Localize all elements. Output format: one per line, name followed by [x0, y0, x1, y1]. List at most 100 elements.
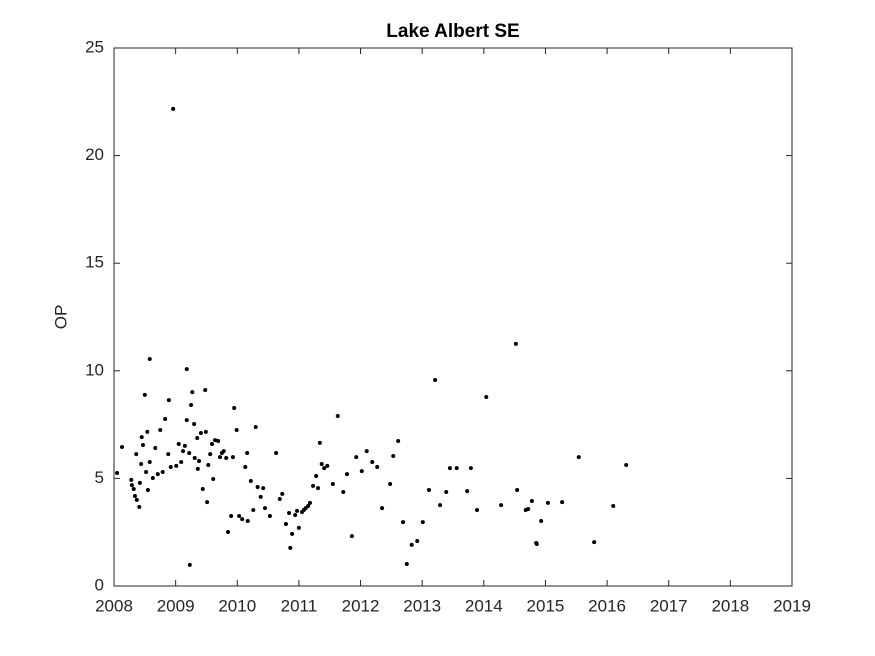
data-point: [335, 413, 340, 418]
plot-area: [113, 47, 793, 587]
data-point: [182, 443, 187, 448]
data-point: [158, 427, 163, 432]
data-point: [306, 503, 311, 508]
data-point: [213, 438, 218, 443]
data-point: [142, 392, 147, 397]
data-point: [160, 469, 165, 474]
data-point: [261, 486, 266, 491]
data-point: [534, 542, 539, 547]
data-point: [258, 494, 263, 499]
data-point: [319, 461, 324, 466]
data-point: [359, 469, 364, 474]
data-point: [120, 444, 125, 449]
data-point: [205, 500, 210, 505]
y-tick-label: 5: [95, 468, 104, 487]
data-point: [529, 498, 534, 503]
data-point: [232, 406, 237, 411]
data-point: [280, 491, 285, 496]
data-point: [330, 481, 335, 486]
data-point: [415, 539, 420, 544]
data-point: [139, 461, 144, 466]
data-point: [184, 418, 189, 423]
data-point: [611, 503, 616, 508]
data-point: [187, 451, 192, 456]
data-point: [592, 540, 597, 545]
data-point: [171, 106, 176, 111]
data-point: [166, 398, 171, 403]
data-point: [316, 486, 321, 491]
data-point: [179, 460, 184, 465]
data-point: [155, 472, 160, 477]
data-point: [153, 446, 158, 451]
data-point: [176, 441, 181, 446]
data-point: [184, 367, 189, 372]
y-axis-label: OP: [51, 305, 70, 330]
data-point: [375, 464, 380, 469]
data-point: [131, 486, 136, 491]
data-point: [248, 478, 253, 483]
data-point: [287, 511, 292, 516]
data-point: [187, 562, 192, 567]
data-point: [195, 466, 200, 471]
data-point: [409, 542, 414, 547]
data-point: [147, 460, 152, 465]
data-point: [115, 471, 120, 476]
data-point: [134, 497, 139, 502]
data-point: [420, 520, 425, 525]
data-point: [234, 427, 239, 432]
data-point: [190, 390, 195, 395]
data-point: [224, 455, 229, 460]
x-tick-label: 2008: [95, 596, 133, 615]
data-point: [277, 497, 282, 502]
data-point: [308, 500, 313, 505]
data-point: [283, 522, 288, 527]
data-point: [230, 455, 235, 460]
data-point: [274, 451, 279, 456]
data-point: [137, 480, 142, 485]
data-point: [139, 435, 144, 440]
data-point: [210, 441, 215, 446]
data-point: [200, 486, 205, 491]
y-tick-label: 10: [85, 360, 104, 379]
data-point: [218, 455, 223, 460]
data-point: [251, 508, 256, 513]
data-point: [168, 464, 173, 469]
data-point: [526, 506, 531, 511]
data-point: [245, 519, 250, 524]
x-tick-label: 2018: [711, 596, 749, 615]
data-point: [454, 466, 459, 471]
data-point: [267, 514, 272, 519]
data-point: [144, 469, 149, 474]
data-point: [475, 508, 480, 513]
data-point: [221, 449, 226, 454]
data-point: [539, 519, 544, 524]
data-point: [433, 378, 438, 383]
x-tick-label: 2013: [403, 596, 441, 615]
data-point: [314, 474, 319, 479]
data-point: [203, 429, 208, 434]
data-point: [166, 452, 171, 457]
data-point: [515, 488, 520, 493]
data-point: [140, 443, 145, 448]
data-point: [401, 520, 406, 525]
data-point: [354, 455, 359, 460]
data-point: [132, 494, 137, 499]
data-point: [147, 356, 152, 361]
data-point: [192, 421, 197, 426]
data-point: [545, 500, 550, 505]
y-tick-label: 15: [85, 253, 104, 272]
data-point: [150, 475, 155, 480]
data-point: [206, 463, 211, 468]
data-point: [295, 508, 300, 513]
data-point: [624, 463, 629, 468]
data-point: [237, 514, 242, 519]
data-point: [364, 449, 369, 454]
data-point: [145, 488, 150, 493]
data-point: [560, 500, 565, 505]
data-point: [380, 506, 385, 511]
data-point: [290, 531, 295, 536]
data-point: [129, 483, 134, 488]
x-tick-label: 2010: [218, 596, 256, 615]
data-point: [203, 387, 208, 392]
data-point: [226, 529, 231, 534]
